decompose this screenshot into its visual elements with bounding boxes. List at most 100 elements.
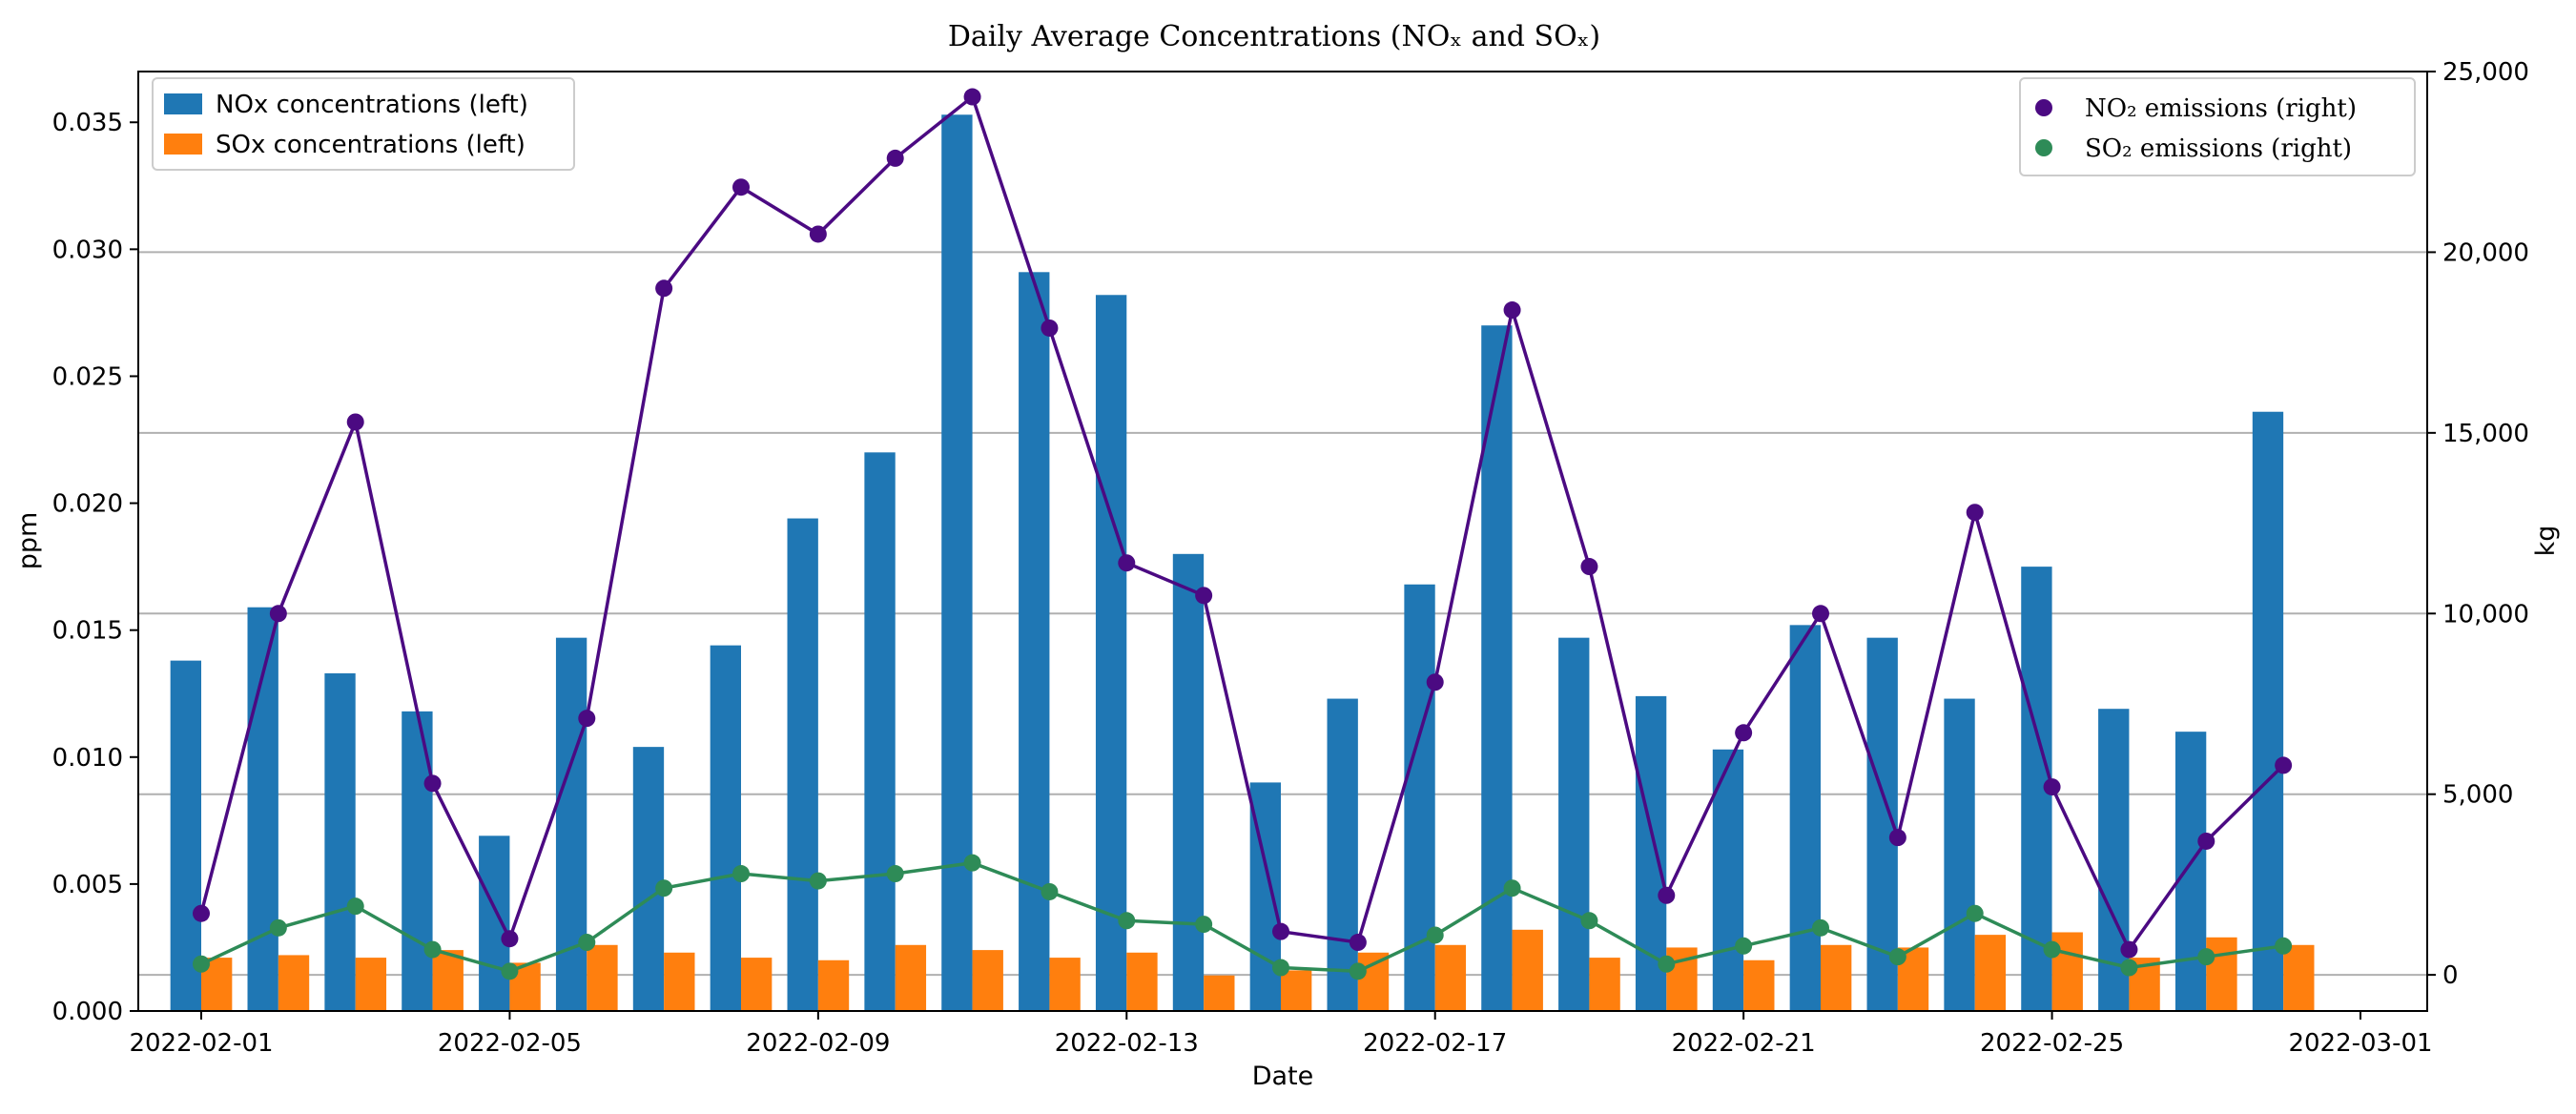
bar-nox — [1558, 637, 1590, 1011]
legend-marker-so2 — [2035, 139, 2052, 156]
bar-sox — [895, 944, 927, 1011]
point-so2 — [423, 940, 442, 959]
bar-sox — [1204, 975, 1235, 1011]
point-no2 — [2043, 778, 2061, 796]
bar-sox — [1974, 935, 2007, 1011]
point-so2 — [2275, 937, 2293, 955]
bar-sox — [1434, 944, 1467, 1011]
point-so2 — [1503, 879, 1521, 897]
x-tick-label: 2022-02-17 — [1363, 1029, 1507, 1058]
point-so2 — [1041, 882, 1059, 900]
point-no2 — [1580, 558, 1598, 576]
bar-sox — [355, 958, 387, 1011]
point-so2 — [809, 872, 827, 890]
y-tick-label: 0.035 — [52, 109, 123, 137]
point-no2 — [1272, 922, 1289, 940]
point-so2 — [346, 897, 364, 916]
point-no2 — [2120, 940, 2138, 959]
point-no2 — [1118, 554, 1136, 572]
point-so2 — [1735, 937, 1753, 955]
point-so2 — [2197, 948, 2215, 966]
bar-sox — [432, 950, 464, 1011]
y-tick-label: 0.020 — [52, 490, 123, 519]
point-so2 — [1658, 955, 1676, 973]
bar-nox — [787, 518, 818, 1011]
bar-sox — [587, 944, 618, 1011]
bar-sox — [278, 955, 310, 1011]
bar-sox — [1512, 929, 1543, 1011]
point-no2 — [346, 413, 364, 431]
legend-left: NOx concentrations (left) SOx concentrat… — [152, 77, 575, 171]
y-tick-label: 0.015 — [52, 617, 123, 646]
point-no2 — [1041, 319, 1059, 337]
y2-tick-label: 0 — [2442, 961, 2459, 990]
point-no2 — [2197, 832, 2215, 850]
point-no2 — [423, 774, 442, 793]
bar-sox — [2206, 937, 2237, 1011]
bar-sox — [1743, 959, 1775, 1011]
point-no2 — [1888, 829, 1906, 847]
point-so2 — [1426, 926, 1444, 944]
point-no2 — [2275, 756, 2293, 774]
bar-nox — [1481, 325, 1513, 1012]
point-no2 — [1966, 504, 1984, 522]
point-no2 — [655, 279, 673, 298]
y2-tick-label: 5,000 — [2442, 781, 2513, 810]
bar-sox — [1589, 958, 1620, 1011]
point-no2 — [1658, 886, 1676, 904]
bar-sox — [1126, 952, 1158, 1011]
point-no2 — [809, 225, 827, 243]
bar-nox — [479, 836, 510, 1011]
bar-nox — [2174, 732, 2207, 1011]
axis-layer: 0.000 0.005 0.010 0.015 0.020 0.025 0.030 0.035… — [52, 58, 2529, 1058]
point-so2 — [2043, 940, 2061, 959]
point-so2 — [1272, 959, 1289, 977]
bar-sox — [2283, 944, 2315, 1011]
y2-tick-label: 10,000 — [2442, 600, 2529, 629]
legend-label-no2: NO₂ emissions (right) — [2085, 94, 2357, 123]
point-so2 — [886, 865, 904, 883]
x-tick-label: 2022-02-01 — [129, 1029, 273, 1058]
point-no2 — [578, 710, 596, 728]
bar-nox — [170, 660, 201, 1011]
bar-nox — [324, 672, 356, 1011]
y-tick-label: 0.025 — [52, 362, 123, 391]
point-no2 — [1195, 587, 1213, 605]
point-no2 — [501, 930, 519, 948]
legend-left-frame — [152, 77, 575, 171]
bar-nox — [1712, 749, 1744, 1011]
point-so2 — [578, 934, 596, 952]
bar-sox — [1357, 952, 1390, 1011]
bar-nox — [941, 114, 973, 1011]
bar-sox — [1281, 970, 1312, 1011]
bar-nox — [710, 645, 741, 1011]
point-so2 — [1580, 912, 1598, 930]
line-layer — [193, 88, 2293, 980]
bar-sox — [1821, 944, 1852, 1011]
bar-nox — [1172, 553, 1205, 1011]
line-so2 — [200, 860, 2284, 974]
point-so2 — [655, 879, 673, 897]
point-no2 — [732, 178, 750, 196]
point-so2 — [1118, 912, 1136, 930]
bar-nox — [555, 637, 587, 1011]
legend-marker-no2 — [2035, 99, 2052, 116]
legend-swatch-sox — [164, 134, 202, 155]
point-so2 — [1888, 948, 1906, 966]
bar-sox — [1049, 958, 1081, 1011]
y2-axis-label: kg — [2531, 526, 2561, 557]
point-no2 — [1503, 301, 1521, 320]
point-so2 — [1349, 962, 1367, 980]
x-tick-label: 2022-02-25 — [1980, 1029, 2124, 1058]
point-so2 — [963, 854, 981, 872]
plot-frame — [137, 71, 2428, 1012]
legend-right: NO₂ emissions (right) SO₂ emissions (rig… — [2019, 77, 2416, 176]
x-axis-label: Date — [1252, 1062, 1314, 1091]
point-no2 — [269, 605, 287, 623]
legend-label-sox: SOx concentrations (left) — [216, 131, 526, 159]
y-tick-label: 0.010 — [52, 744, 123, 773]
point-so2 — [1812, 918, 1829, 937]
bar-sox — [664, 952, 695, 1011]
point-so2 — [501, 962, 519, 980]
